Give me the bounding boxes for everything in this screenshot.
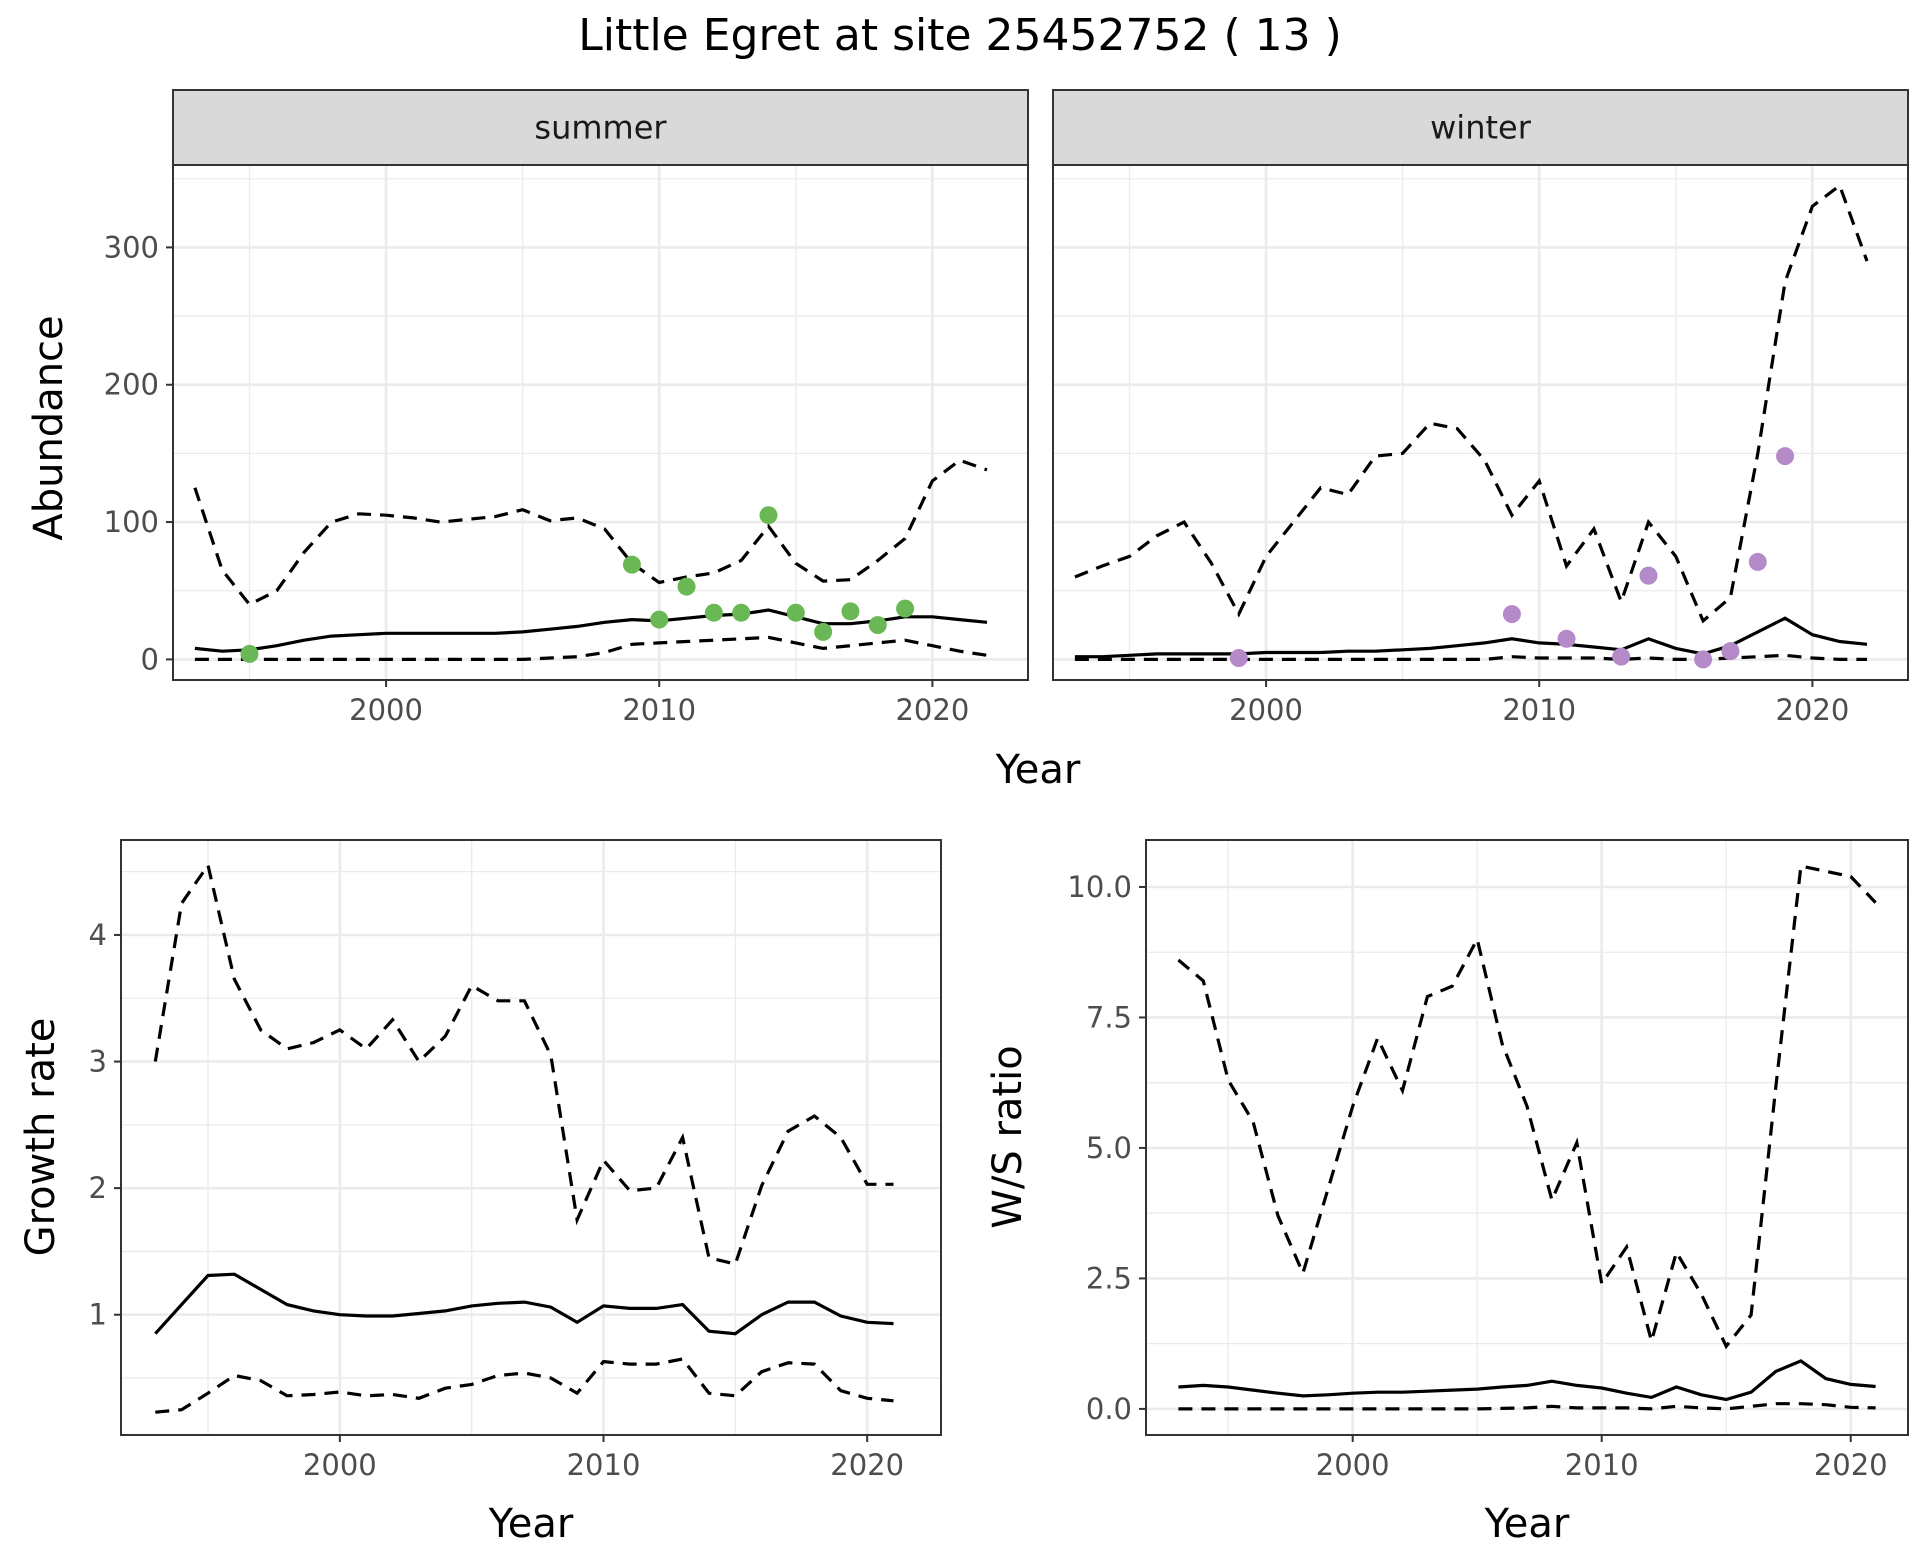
data-point: [240, 644, 259, 663]
x-axis-title: Year: [488, 1501, 574, 1547]
plot-area: [1053, 165, 1908, 680]
y-tick-label: 10.0: [1067, 870, 1132, 904]
panel-summer: summer 2000 2010 2020 0 100 200 300 Abundance: [26, 89, 1029, 727]
plot-area: [1146, 840, 1908, 1435]
x-tick-label: 2000: [1229, 693, 1303, 727]
data-point: [677, 577, 696, 596]
y-tick-label: 300: [104, 230, 159, 264]
x-tick-label: 2020: [895, 693, 969, 727]
x-tick-label: 2000: [303, 1448, 377, 1482]
top-x-axis-title: Year: [995, 747, 1081, 793]
x-tick-label: 2010: [567, 1448, 641, 1482]
series-line-estimate: [154, 1272, 894, 1336]
panels: summer 2000 2010 2020 0 100 200 300 Abundance win…: [18, 89, 1909, 1547]
series-line-upper: [153, 861, 894, 1266]
data-point: [1557, 629, 1576, 648]
x-tick-label: 2000: [349, 693, 423, 727]
y-tick-label: 2.5: [1086, 1261, 1132, 1295]
series-line-estimate: [1178, 1359, 1876, 1402]
series-line-upper: [1074, 183, 1869, 624]
data-point: [650, 610, 669, 629]
facet-strip: [172, 89, 1029, 166]
y-axis-title: Growth rate: [18, 1018, 64, 1257]
y-tick-label: 200: [104, 368, 159, 402]
y-tick-label: 5.0: [1086, 1131, 1132, 1165]
x-tick-label: 2010: [1565, 1448, 1639, 1482]
y-tick-label: 7.5: [1086, 1000, 1132, 1034]
y-tick-label: 100: [104, 505, 159, 539]
y-axis-title: W/S ratio: [985, 1045, 1031, 1228]
series-line-upper: [193, 458, 988, 607]
y-tick-label: 1: [89, 1298, 107, 1332]
facet-strip-label: summer: [534, 109, 667, 147]
x-tick-label: 2020: [1814, 1448, 1888, 1482]
x-tick-label: 2000: [1316, 1448, 1390, 1482]
data-point: [759, 506, 778, 525]
panel-border: [1145, 839, 1909, 1436]
data-point: [1776, 447, 1795, 466]
y-tick-label: 0.0: [1086, 1392, 1132, 1426]
data-point: [704, 603, 723, 622]
data-point: [1612, 647, 1631, 666]
series-line-upper: [1177, 864, 1877, 1350]
series-line-lower: [1178, 1402, 1876, 1411]
y-tick-label: 0: [141, 642, 159, 676]
data-point: [1721, 642, 1740, 661]
x-tick-label: 2020: [830, 1448, 904, 1482]
data-point: [1694, 650, 1713, 669]
data-point: [786, 603, 805, 622]
chart-title: Little Egret at site 25452752 ( 13 ): [578, 10, 1342, 61]
data-point: [1229, 649, 1248, 668]
y-tick-label: 2: [89, 1171, 107, 1205]
data-point: [841, 602, 860, 621]
data-point: [622, 555, 641, 574]
facet-strip: [1052, 89, 1909, 166]
data-point: [732, 603, 751, 622]
data-point: [896, 599, 915, 618]
data-point: [1502, 605, 1521, 624]
x-axis-title: Year: [1484, 1501, 1570, 1547]
series-line-lower: [194, 635, 988, 661]
data-point: [1748, 552, 1767, 571]
series-line-estimate: [194, 608, 988, 653]
x-tick-label: 2020: [1775, 693, 1849, 727]
x-tick-label: 2010: [622, 693, 696, 727]
series-line-lower: [1074, 653, 1867, 662]
panel-border: [120, 839, 942, 1436]
panel-growth: 2000 2010 2020 1 2 3 4 Growth rate Year: [18, 839, 942, 1547]
y-axis-title: Abundance: [26, 315, 72, 540]
data-point: [1639, 566, 1658, 585]
y-tick-label: 3: [89, 1045, 107, 1079]
panel-winter: winter 2000 2010 2020: [1052, 89, 1909, 727]
facet-strip-label: winter: [1430, 109, 1532, 147]
panel-ws_ratio: 2000 2010 2020 0.0 2.5 5.0 7.5 10.0 W/S ratio Yea…: [985, 839, 1909, 1547]
plot-area: [173, 165, 1028, 680]
plot-area: [121, 840, 941, 1435]
data-point: [868, 616, 887, 635]
data-point: [814, 622, 833, 641]
y-tick-label: 4: [89, 918, 107, 952]
x-tick-label: 2010: [1502, 693, 1576, 727]
